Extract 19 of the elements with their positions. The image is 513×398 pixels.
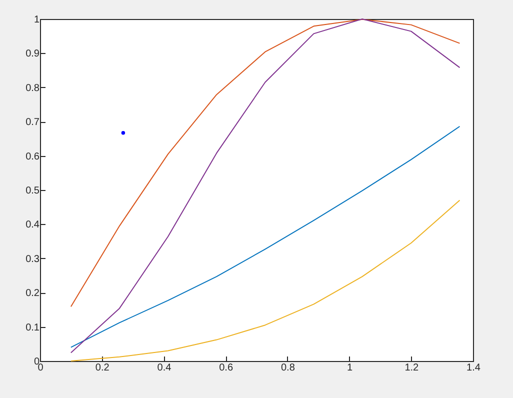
y-tick-label: 1 (34, 14, 40, 26)
y-tick-label: 0.9 (26, 48, 40, 60)
y-tick-label: 0.5 (26, 186, 40, 196)
y-tick-label: 0.1 (26, 322, 40, 334)
x-tick-label: 1.2 (404, 362, 420, 374)
line-series (70, 126, 460, 348)
x-tick-label: 0.4 (157, 362, 172, 374)
x-tick-label: 1.4 (466, 362, 481, 374)
y-tick-label: 0.3 (26, 254, 40, 265)
line-series (70, 200, 460, 362)
x-tick-label: 0.2 (95, 362, 110, 374)
x-tick-label: 0.8 (280, 362, 296, 374)
x-tick-label: 0.6 (219, 362, 234, 374)
y-tick-label: 0.6 (26, 151, 40, 162)
y-tick-label: 0.7 (26, 117, 40, 128)
y-tick-label: 0.2 (26, 288, 40, 300)
y-tick-label: 0.4 (26, 220, 40, 231)
y-tick-label: 0.8 (26, 82, 40, 94)
x-tick-label: 1 (347, 362, 354, 374)
